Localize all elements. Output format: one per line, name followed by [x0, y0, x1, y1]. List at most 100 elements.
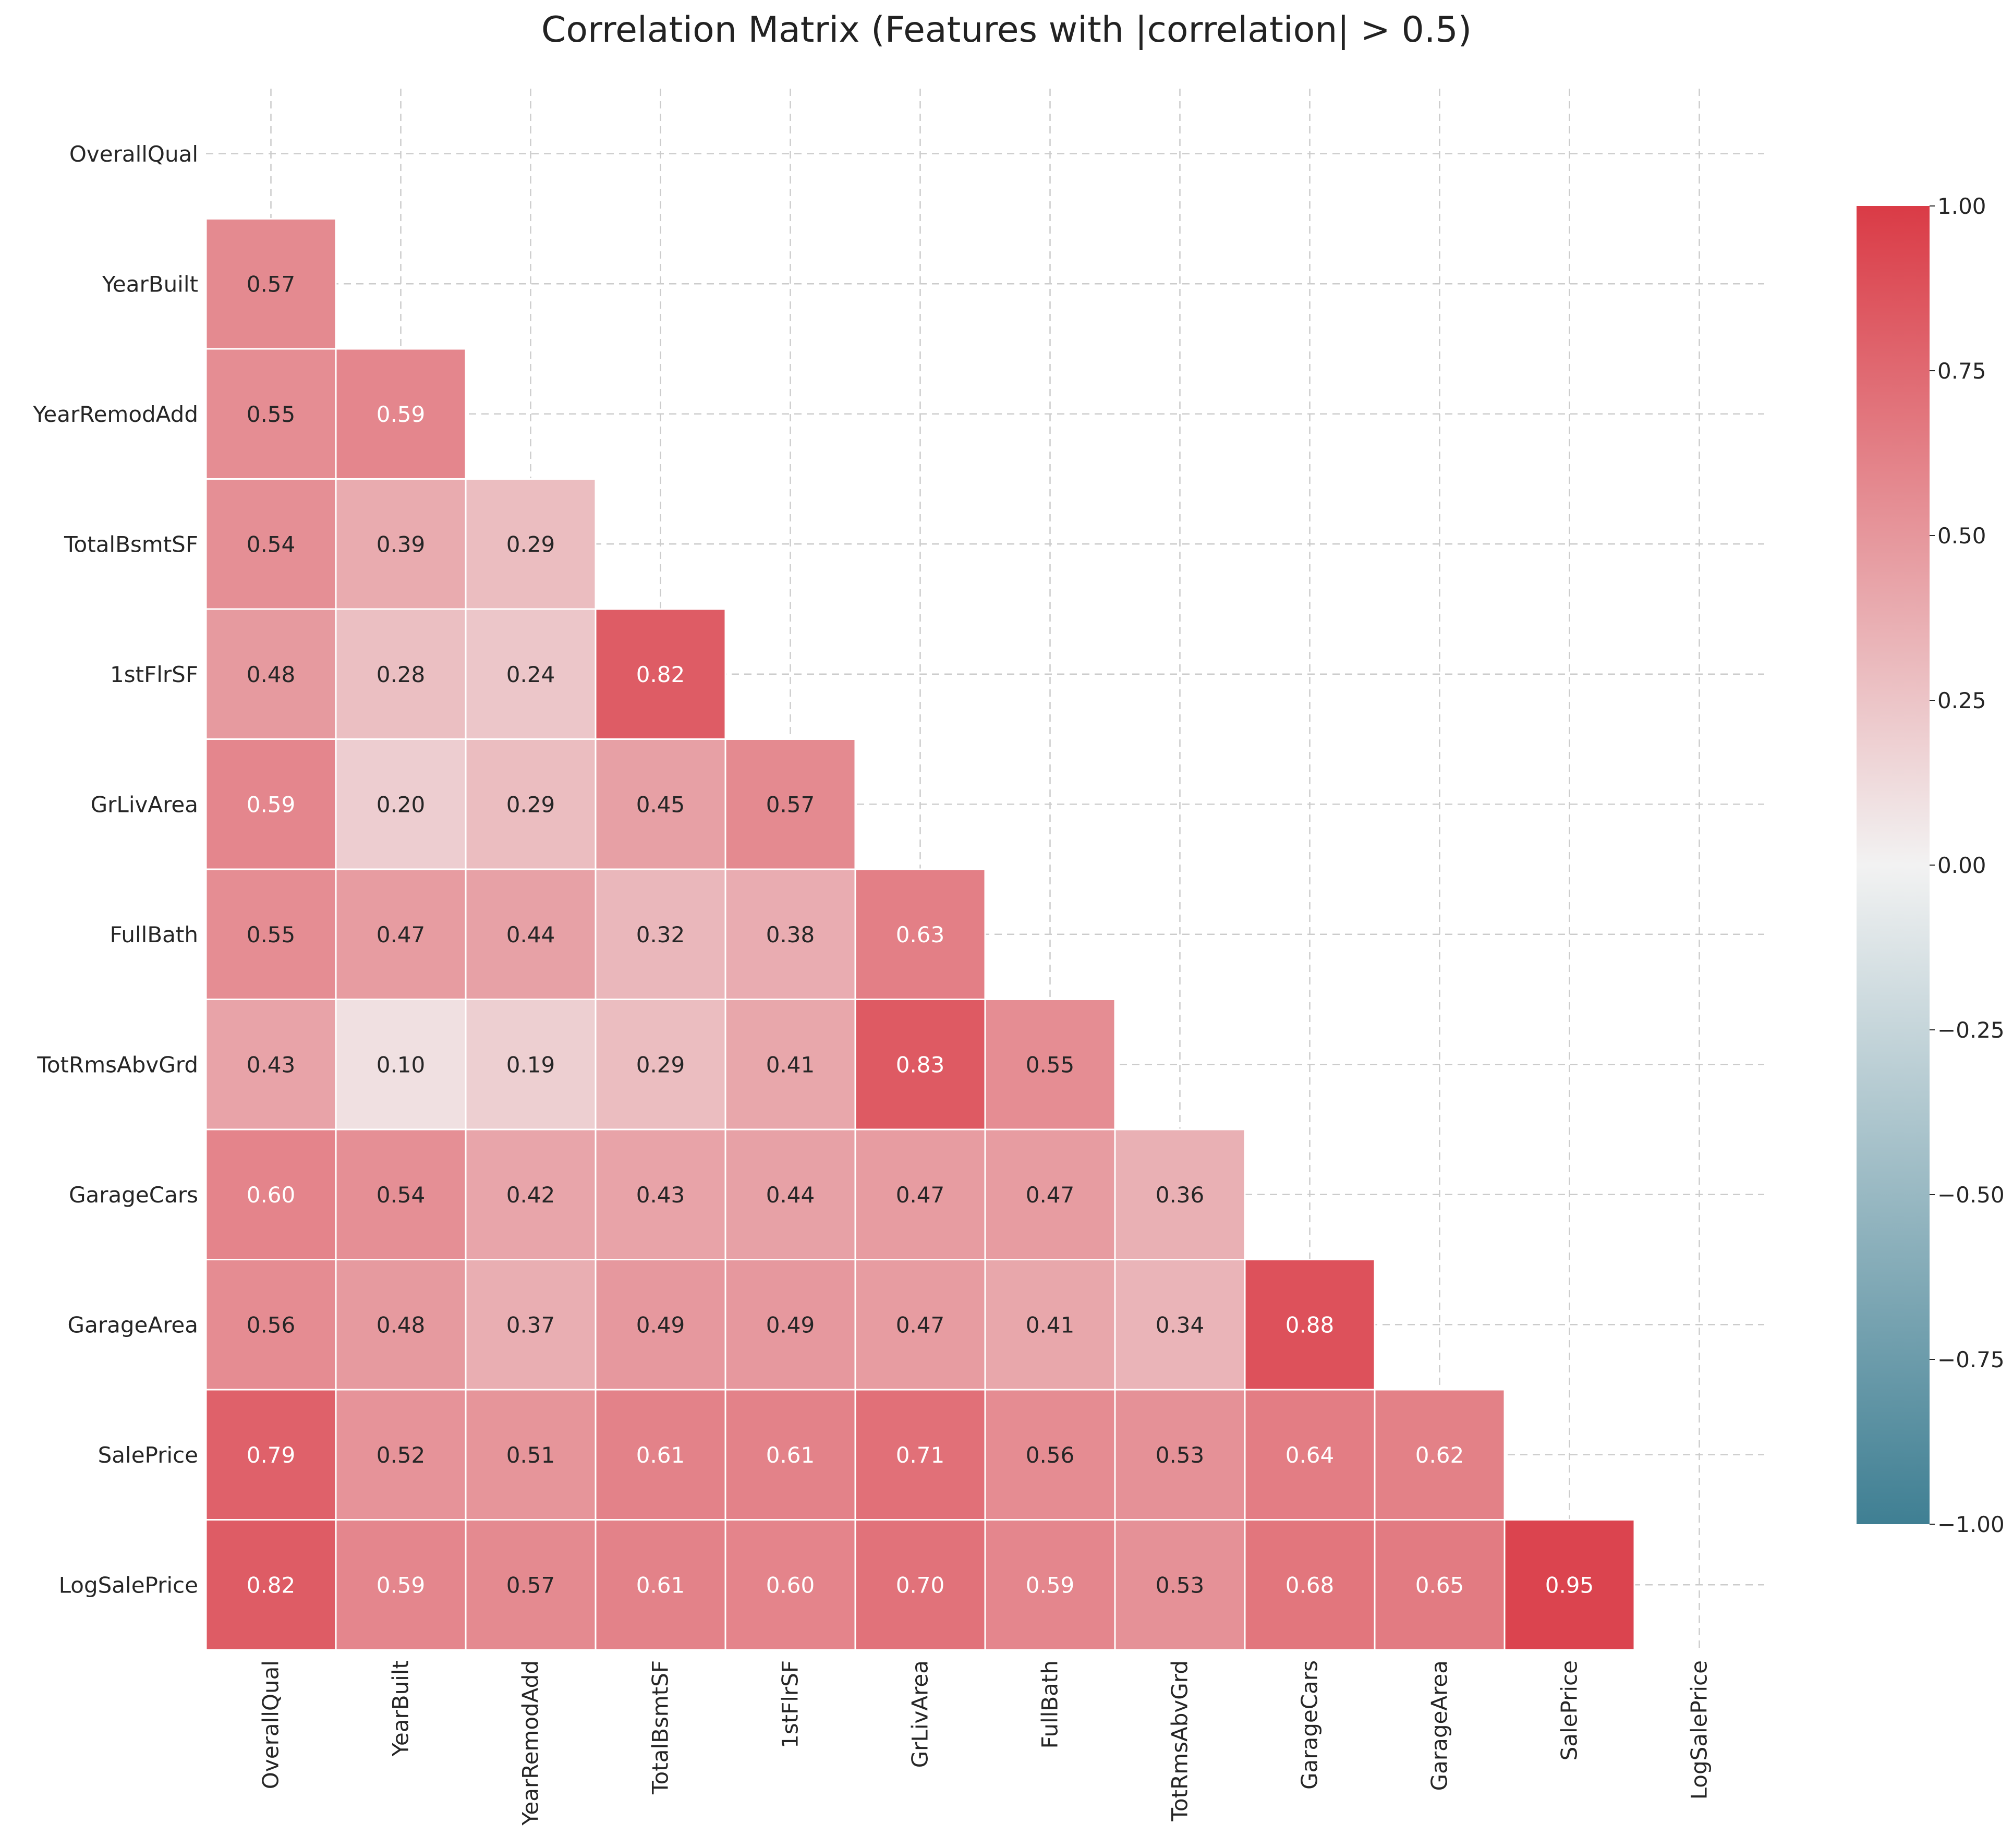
cell-value-label: 0.43	[636, 1182, 685, 1208]
colorbar-tick-label: 0.50	[1937, 523, 1986, 549]
heatmap-cell	[335, 1259, 467, 1391]
cell-value-label: 0.55	[1026, 1052, 1075, 1077]
heatmap-cell	[1114, 1519, 1246, 1651]
cell-value-label: 0.55	[247, 402, 296, 427]
heatmap-cell	[335, 608, 467, 740]
heatmap-cell	[335, 348, 467, 480]
colorbar-tick-label: −0.50	[1937, 1182, 2005, 1208]
heatmap-cell	[1244, 1519, 1376, 1651]
y-tick-labels: OverallQual YearBuilt YearRemodAdd TotalBsm…	[32, 141, 198, 1598]
y-tick-label: SalePrice	[98, 1442, 198, 1468]
heatmap-cell	[724, 1259, 856, 1391]
cell-value-label: 0.29	[636, 1052, 685, 1077]
colorbar-tick-label: −0.25	[1937, 1017, 2005, 1043]
heatmap-cells: 0.57 0.55 0.59 0.54 0.39 0.29 0.48 0.28 0.24 0.82…	[205, 218, 1635, 1651]
x-tick-label: GrLivArea	[907, 1660, 933, 1768]
cell-value-label: 0.47	[896, 1312, 945, 1338]
cell-value-label: 0.49	[636, 1312, 685, 1338]
y-tick-label: 1stFlrSF	[110, 662, 198, 687]
x-tick-label: 1stFlrSF	[778, 1660, 803, 1748]
x-tick-label: LogSalePrice	[1687, 1660, 1712, 1800]
cell-value-label: 0.61	[766, 1442, 815, 1468]
y-tick-label: OverallQual	[69, 141, 198, 167]
heatmap-cell	[595, 1259, 726, 1391]
cell-value-label: 0.59	[1026, 1572, 1075, 1598]
heatmap-cell	[984, 1389, 1116, 1521]
cell-value-label: 0.59	[247, 792, 296, 817]
x-tick-label: FullBath	[1037, 1660, 1063, 1748]
cell-value-label: 0.56	[247, 1312, 296, 1338]
heatmap-cell	[465, 1128, 597, 1260]
cell-value-label: 0.61	[636, 1442, 685, 1468]
cell-value-label: 0.42	[506, 1182, 555, 1208]
heatmap-cell	[1114, 1389, 1246, 1521]
cell-value-label: 0.68	[1286, 1572, 1335, 1598]
cell-value-label: 0.34	[1156, 1312, 1205, 1338]
heatmap-cell	[1374, 1519, 1506, 1651]
cell-value-label: 0.49	[766, 1312, 815, 1338]
heatmap-cell	[465, 478, 597, 610]
heatmap-cell	[724, 868, 856, 1000]
chart-title: Correlation Matrix (Features with |corre…	[541, 9, 1472, 51]
heatmap-cell	[854, 1128, 986, 1260]
heatmap-cell	[465, 999, 597, 1130]
x-tick-labels: OverallQual YearBuilt YearRemodAdd TotalBsm…	[258, 1660, 1712, 1826]
cell-value-label: 0.55	[247, 922, 296, 947]
cell-value-label: 0.28	[377, 662, 426, 687]
y-tick-label: YearRemodAdd	[32, 402, 198, 427]
x-tick-label: YearRemodAdd	[518, 1660, 543, 1826]
heatmap-cell	[205, 1519, 337, 1651]
heatmap-cell	[205, 218, 337, 350]
x-tick-label: SalePrice	[1557, 1660, 1582, 1760]
heatmap-cell	[335, 999, 467, 1130]
cell-value-label: 0.47	[377, 922, 426, 947]
heatmap-cell	[1244, 1389, 1376, 1521]
x-tick-label: GarageCars	[1297, 1660, 1323, 1790]
y-tick-label: TotRmsAbvGrd	[37, 1052, 198, 1077]
x-tick-label: TotalBsmtSF	[648, 1660, 673, 1795]
cell-value-label: 0.41	[766, 1052, 815, 1077]
x-tick-label: GarageArea	[1427, 1660, 1452, 1791]
cell-value-label: 0.47	[1026, 1182, 1075, 1208]
cell-value-label: 0.59	[377, 402, 426, 427]
cell-value-label: 0.63	[896, 922, 945, 947]
heatmap-cell	[595, 1519, 726, 1651]
cell-value-label: 0.82	[247, 1572, 296, 1598]
y-tick-label: FullBath	[110, 922, 198, 947]
heatmap-cell	[595, 608, 726, 740]
cell-value-label: 0.54	[247, 531, 296, 557]
cell-value-label: 0.53	[1156, 1572, 1205, 1598]
cell-value-label: 0.57	[506, 1572, 555, 1598]
heatmap-cell	[1503, 1519, 1635, 1651]
heatmap-cell	[1244, 1259, 1376, 1391]
colorbar-tick-label: −1.00	[1937, 1512, 2005, 1537]
cell-value-label: 0.29	[506, 531, 555, 557]
cell-value-label: 0.60	[247, 1182, 296, 1208]
heatmap-cell	[1374, 1389, 1506, 1521]
heatmap-cell	[595, 1389, 726, 1521]
cell-value-label: 0.10	[377, 1052, 426, 1077]
y-tick-label: YearBuilt	[102, 271, 198, 297]
heatmap-cell	[205, 868, 337, 1000]
cell-value-label: 0.70	[896, 1572, 945, 1598]
y-tick-label: GrLivArea	[91, 792, 198, 817]
heatmap-cell	[595, 738, 726, 870]
cell-value-label: 0.45	[636, 792, 685, 817]
heatmap-cell	[205, 738, 337, 870]
heatmap-cell	[854, 1519, 986, 1651]
heatmap-cell	[984, 1128, 1116, 1260]
cell-value-label: 0.88	[1286, 1312, 1335, 1338]
y-tick-label: TotalBsmtSF	[64, 531, 198, 557]
cell-value-label: 0.62	[1415, 1442, 1464, 1468]
colorbar-tick-label: 0.25	[1937, 688, 1986, 713]
colorbar-tick-label: 1.00	[1937, 193, 1986, 219]
colorbar-tick-label: 0.00	[1937, 853, 1986, 878]
cell-value-label: 0.65	[1415, 1572, 1464, 1598]
heatmap-cell	[465, 868, 597, 1000]
cell-value-label: 0.60	[766, 1572, 815, 1598]
cell-value-label: 0.57	[247, 271, 296, 297]
cell-value-label: 0.53	[1156, 1442, 1205, 1468]
heatmap-cell	[854, 868, 986, 1000]
cell-value-label: 0.83	[896, 1052, 945, 1077]
cell-value-label: 0.61	[636, 1572, 685, 1598]
